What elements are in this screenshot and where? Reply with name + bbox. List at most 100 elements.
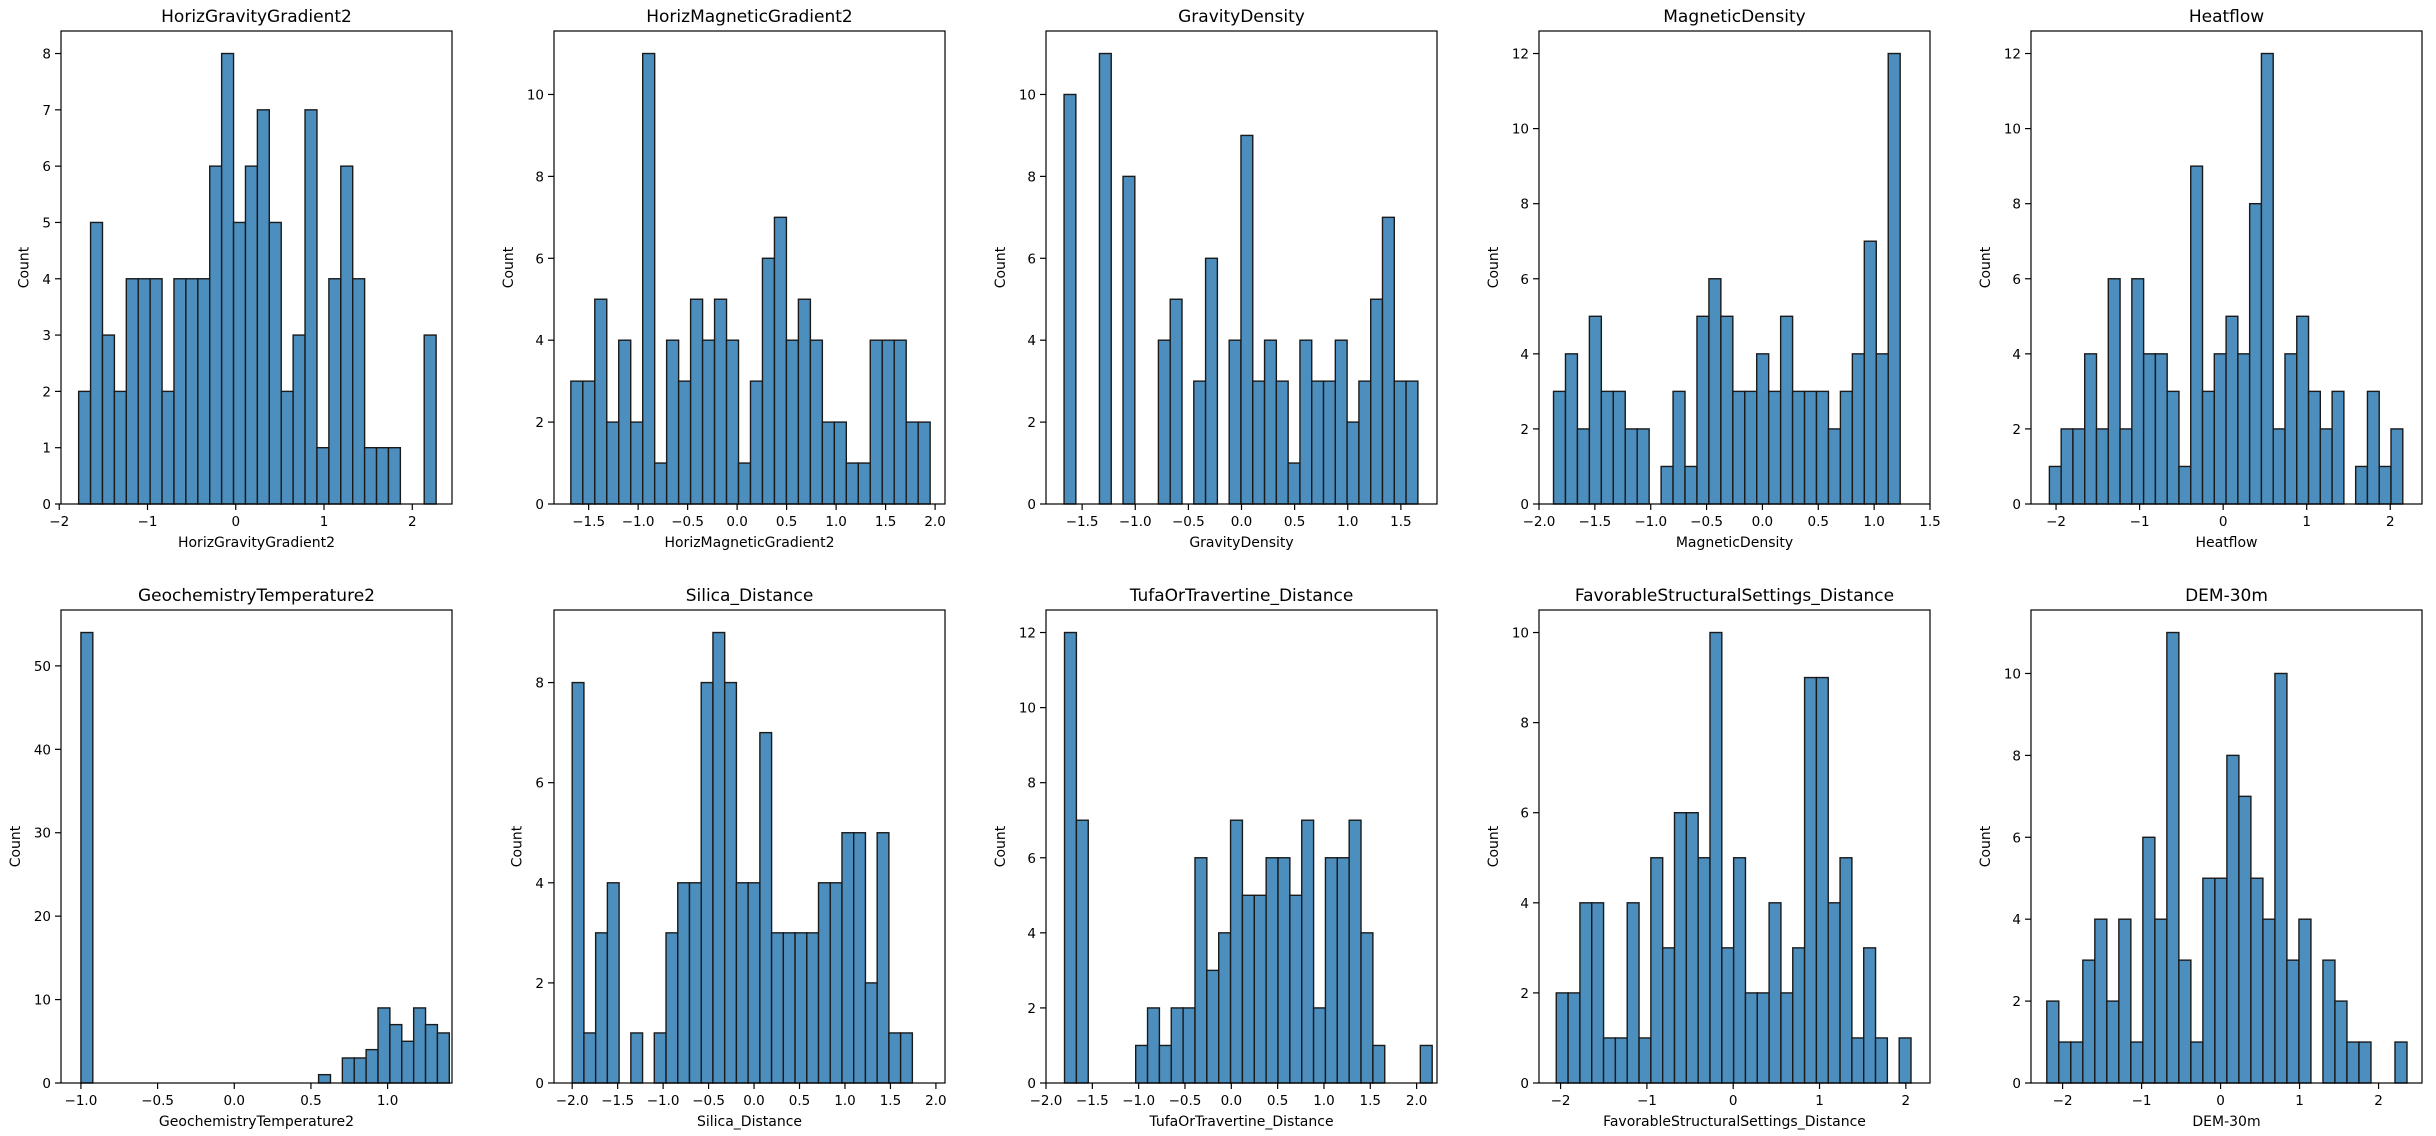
histogram-bar: [2298, 918, 2312, 1084]
histogram-bar: [1661, 947, 1676, 1084]
histogram-bar: [1564, 353, 1579, 505]
histogram-bar: [905, 421, 919, 505]
histogram-bar: [2190, 1041, 2204, 1084]
histogram-bar: [630, 1032, 644, 1084]
histogram-bar: [2296, 315, 2310, 505]
y-tick-label: 1: [42, 441, 51, 457]
histogram-bar: [2286, 959, 2300, 1084]
histogram-bar: [363, 446, 378, 505]
x-tick-label: 1: [1815, 1093, 1824, 1109]
histogram-bar: [1600, 390, 1614, 505]
histogram-bar: [1277, 857, 1291, 1084]
axes-frame: [1538, 609, 1931, 1084]
histogram-bar: [2237, 353, 2251, 505]
histogram-bar: [797, 298, 812, 505]
x-tick-label: −1.5: [601, 1093, 634, 1109]
y-tick-label: 10: [1019, 701, 1036, 717]
histogram-bar: [1134, 1044, 1149, 1084]
histogram-bar: [723, 681, 738, 1084]
histogram-bar: [1696, 315, 1710, 505]
histogram-bar: [1874, 1037, 1889, 1084]
y-tick-label: 6: [42, 159, 51, 175]
y-tick-label: 6: [2012, 830, 2021, 846]
y-tick-label: 0: [535, 1076, 544, 1092]
histogram-panel: −2 −1 0 1 2 0 1 2 3 4 5 6 7 8 HorizGravityGradient2 Hor…: [16, 7, 453, 551]
histogram-bar: [665, 932, 679, 1084]
histogram-bar: [1299, 339, 1313, 505]
histogram-bar: [1358, 380, 1372, 505]
y-tick-label: 0: [1520, 497, 1529, 513]
histogram-bar: [1405, 380, 1419, 505]
x-axis-label: HorizGravityGradient2: [178, 535, 335, 551]
histogram-bar: [2201, 390, 2216, 505]
y-tick-label: 0: [42, 497, 51, 513]
x-tick-label: −0.5: [1690, 514, 1723, 530]
histogram-bar: [1684, 465, 1698, 505]
x-tick-label: 1.0: [825, 514, 846, 530]
histogram-bar: [2048, 465, 2062, 505]
x-tick-label: −1: [2132, 1093, 2152, 1109]
y-tick-label: 2: [42, 384, 51, 400]
histogram-bar: [2046, 1000, 2060, 1084]
axes-frame: [553, 30, 946, 505]
histogram-bar: [1158, 1044, 1172, 1084]
histogram-bar: [2058, 1041, 2072, 1084]
histogram-bar: [1721, 947, 1735, 1084]
y-tick-label: 12: [1512, 47, 1529, 63]
y-tick-label: 8: [535, 169, 544, 185]
histogram-bar: [759, 731, 773, 1084]
x-tick-label: −0.5: [1172, 514, 1205, 530]
x-tick-label: 1: [2302, 514, 2311, 530]
y-tick-label: 7: [42, 103, 51, 119]
x-tick-label: −1.5: [572, 514, 605, 530]
histogram-bar: [737, 462, 752, 505]
histogram-bar: [641, 52, 656, 505]
histogram-bar: [1275, 380, 1289, 505]
histogram-bar: [785, 339, 800, 505]
histogram-bar: [2354, 465, 2369, 505]
histogram-bar: [1567, 992, 1581, 1084]
x-tick-label: 0.5: [300, 1093, 321, 1109]
y-axis-label: Count: [1486, 246, 1502, 288]
histogram-panel: −2 −1 0 1 2 0 2 4 6 8 10 FavorableStructuralSetting…: [1486, 586, 1931, 1130]
y-tick-label: 6: [1027, 251, 1036, 267]
x-tick-label: −2: [49, 514, 69, 530]
histogram-bar: [888, 1032, 902, 1084]
histogram-bar: [268, 221, 282, 505]
histogram-bar: [881, 339, 895, 505]
y-tick-label: 40: [34, 742, 51, 758]
y-tick-label: 8: [1027, 169, 1036, 185]
histogram-bar: [1193, 380, 1207, 505]
histogram-bar: [2272, 428, 2286, 505]
x-tick-label: 0.5: [776, 514, 797, 530]
x-axis-label: GravityDensity: [1189, 535, 1293, 551]
y-tick-label: 4: [535, 876, 544, 892]
x-axis-label: HorizMagneticGradient2: [664, 535, 834, 551]
y-tick-label: 8: [1520, 197, 1529, 213]
histogram-bar: [1650, 857, 1664, 1084]
histogram-bar: [618, 339, 632, 505]
histogram-bar: [841, 832, 855, 1084]
histogram-bar: [2131, 278, 2145, 505]
histogram-bar: [1673, 812, 1688, 1084]
histogram-bar: [2095, 428, 2109, 505]
x-tick-label: 2.0: [1406, 1093, 1427, 1109]
histogram-bar: [1287, 462, 1301, 505]
histogram-bar: [1839, 390, 1854, 505]
histogram-bar: [1839, 857, 1853, 1084]
histogram-bar: [2319, 428, 2333, 505]
x-tick-label: −1.0: [622, 514, 655, 530]
histogram-bar: [436, 1032, 451, 1084]
histogram-bar: [1756, 992, 1770, 1084]
y-tick-label: 10: [1512, 626, 1529, 642]
histogram-bar: [1360, 932, 1374, 1084]
y-tick-label: 10: [1512, 122, 1529, 138]
y-tick-label: 8: [1027, 776, 1036, 792]
y-axis-label: Count: [1978, 825, 1994, 867]
y-tick-label: 0: [42, 1076, 51, 1092]
histogram-bar: [1169, 298, 1183, 505]
histogram-bar: [1624, 428, 1638, 505]
histogram-panel: −2 −1 0 1 2 0 2 4 6 8 10 DEM-30m DEM-30m Count: [1978, 586, 2423, 1130]
x-axis-label: DEM-30m: [2192, 1114, 2260, 1130]
histogram-bar: [899, 1032, 914, 1084]
